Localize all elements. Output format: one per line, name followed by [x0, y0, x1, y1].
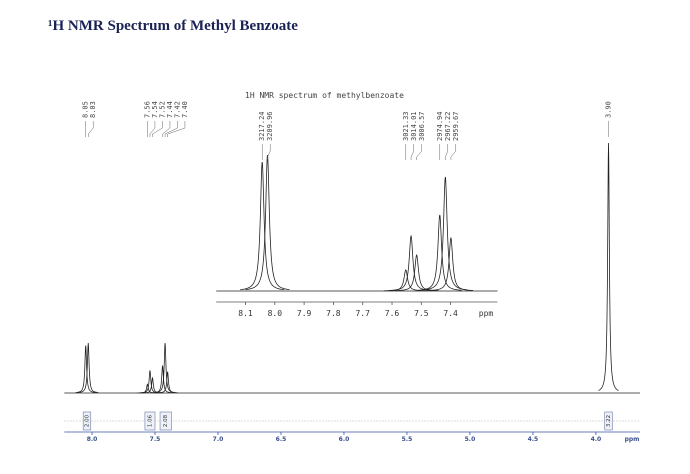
x-tick-label: 8.0 — [268, 309, 283, 318]
peak-label: 2974.94 — [436, 111, 444, 141]
peak-label: 3021.33 — [402, 111, 410, 141]
x-tick-label: 7.0 — [213, 436, 224, 443]
x-tick-label: 7.7 — [355, 309, 370, 318]
peak — [428, 236, 473, 291]
x-tick-label: 7.5 — [150, 436, 161, 443]
x-axis-label: ppm — [479, 309, 494, 318]
peak-tie — [267, 144, 271, 160]
peak-tie — [416, 144, 423, 160]
peak-label: 7.42 — [173, 101, 181, 118]
x-tick-label: 7.4 — [443, 309, 458, 318]
peak-label: 3.90 — [605, 101, 613, 118]
integral — [159, 411, 172, 431]
x-tick-label: 7.6 — [385, 309, 400, 318]
peak-label: 3217.24 — [258, 111, 266, 141]
peak-tie — [450, 144, 457, 160]
x-tick-label: 5.0 — [465, 436, 476, 443]
peak-label: 2959.67 — [452, 111, 460, 141]
peak-label: 8.03 — [89, 101, 97, 118]
peak-label: 7.44 — [166, 101, 174, 118]
integral-label: 3.22 — [606, 415, 612, 427]
peak-label: 2967.22 — [444, 111, 452, 141]
peak — [240, 161, 285, 291]
figure-title: ¹H NMR Spectrum of Methyl Benzoate — [48, 18, 298, 34]
x-tick-label: 6.0 — [339, 436, 350, 443]
peak-tie — [149, 121, 156, 137]
peak-tie — [162, 121, 171, 137]
peak-label: 7.56 — [143, 101, 151, 118]
peak-label: 3014.01 — [410, 111, 418, 141]
integral — [144, 411, 156, 431]
x-tick-label: 8.0 — [87, 436, 98, 443]
peak-tie — [445, 144, 449, 160]
peak — [157, 371, 178, 394]
peak — [78, 342, 99, 393]
inset-title: 1H NMR spectrum of methylbenzoate — [245, 91, 404, 100]
peak — [598, 142, 619, 391]
x-tick-label: 7.5 — [414, 309, 429, 318]
x-tick-label: 4.0 — [591, 436, 602, 443]
x-tick-label: 6.5 — [276, 436, 287, 443]
peak-tie — [410, 144, 415, 160]
peak-tie — [87, 121, 94, 137]
peak-tie — [152, 121, 163, 137]
peak-label: 3006.57 — [418, 111, 426, 141]
x-tick-label: 7.9 — [297, 309, 312, 318]
integral-label: 2.08 — [163, 414, 169, 427]
peak-label: 7.40 — [181, 101, 189, 118]
peak-label: 3209.96 — [266, 111, 274, 141]
peak-label: 7.54 — [151, 101, 159, 118]
x-tick-label: 8.1 — [238, 309, 253, 318]
x-tick-label: 7.8 — [326, 309, 341, 318]
peak-label: 8.05 — [82, 101, 90, 118]
peak — [75, 345, 96, 393]
x-axis-label: ppm — [625, 436, 640, 443]
peak-tie — [167, 121, 186, 137]
peak-tie — [164, 121, 178, 137]
integral-label: 2.00 — [84, 414, 90, 427]
peak — [245, 154, 290, 291]
peak-label: 7.52 — [158, 101, 166, 118]
integral — [604, 411, 613, 431]
x-tick-label: 5.5 — [402, 436, 413, 443]
x-tick-label: 4.5 — [528, 436, 539, 443]
integral-label: 1.06 — [147, 414, 153, 427]
integral — [82, 411, 92, 431]
